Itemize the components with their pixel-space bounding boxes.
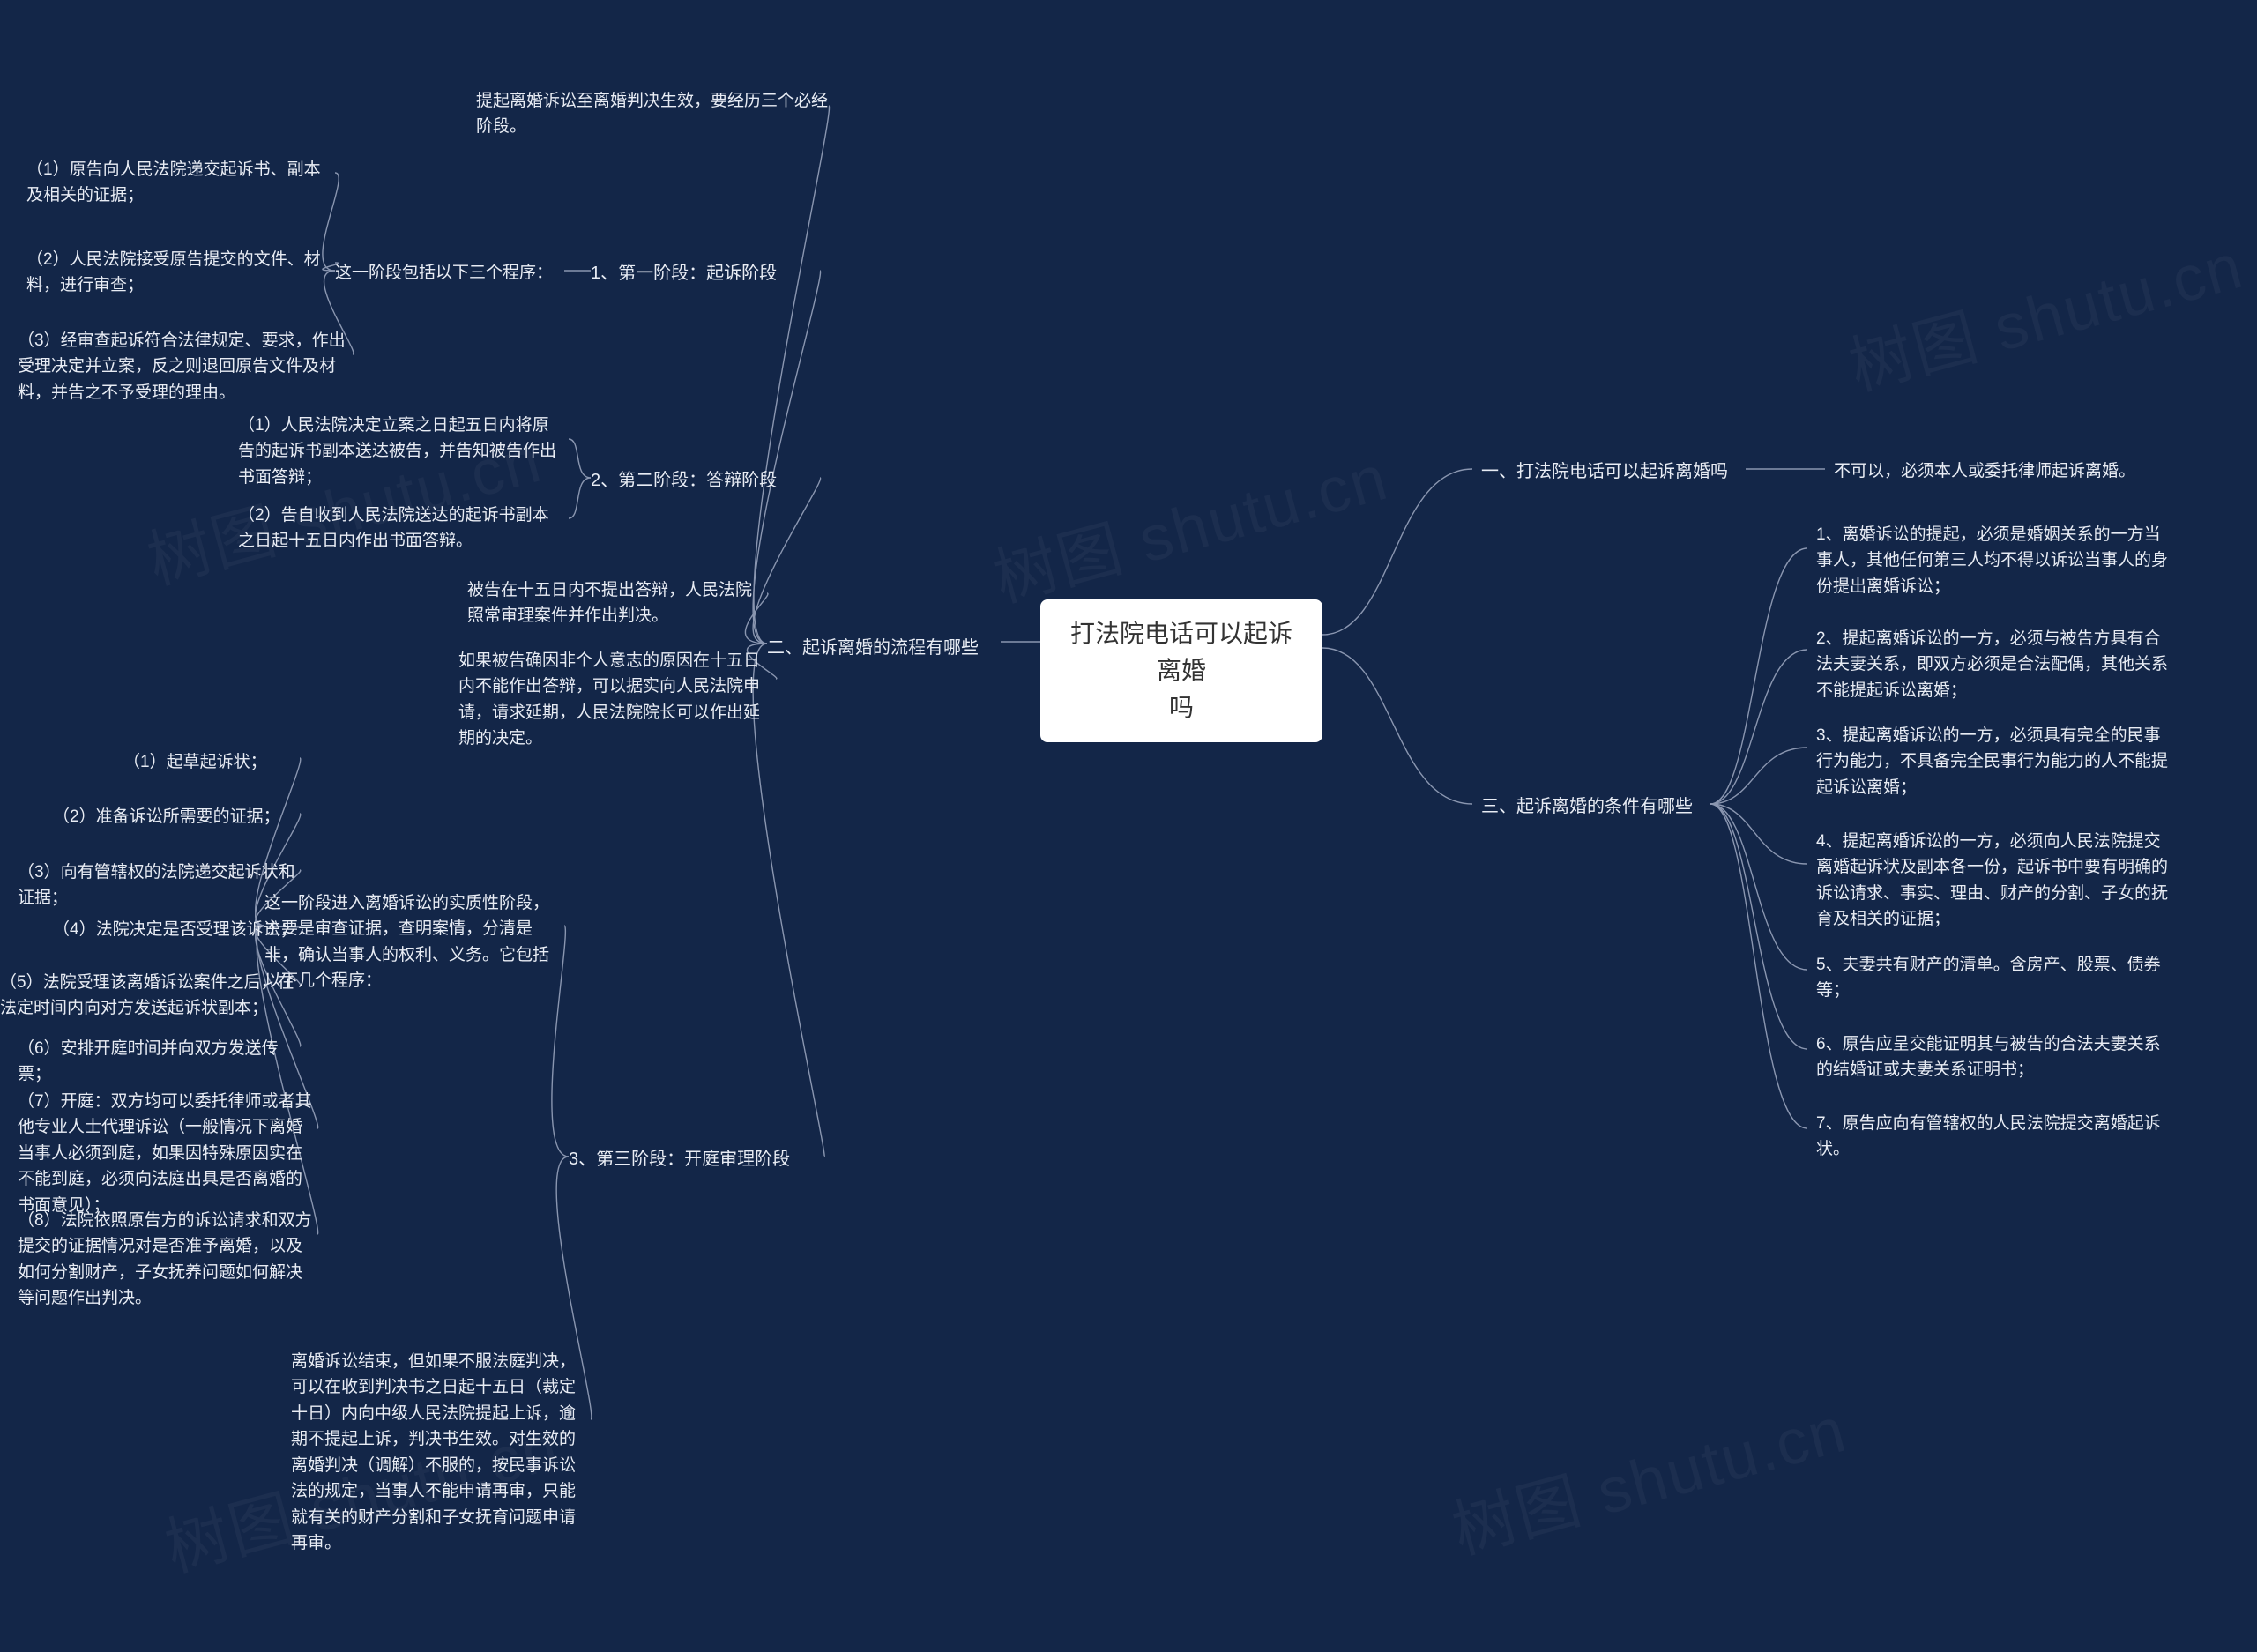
sec3-item: 1、离婚诉讼的提起，必须是婚姻关系的一方当事人，其他任何第三人均不得以诉讼当事人… <box>1816 522 2169 599</box>
sec3-item: 2、提起离婚诉讼的一方，必须与被告方具有合法夫妻关系，即双方必须是合法配偶，其他… <box>1816 626 2169 703</box>
sec3-item: 3、提起离婚诉讼的一方，必须具有完全的民事行为能力，不具备完全民事行为能力的人不… <box>1816 723 2169 800</box>
sec1-answer: 不可以，必须本人或委托律师起诉离婚。 <box>1834 458 2213 484</box>
root-line2: 吗 <box>1169 694 1194 721</box>
stage1-subtitle: 这一阶段包括以下三个程序： <box>335 260 564 286</box>
sec3-item: 6、原告应呈交能证明其与被告的合法夫妻关系的结婚证或夫妻关系证明书； <box>1816 1031 2169 1083</box>
root-line1: 打法院电话可以起诉离婚 <box>1070 620 1292 684</box>
stage1-leaf: （1）原告向人民法院递交起诉书、副本及相关的证据； <box>26 157 335 209</box>
sec2-title: 二、起诉离婚的流程有哪些 <box>767 635 979 662</box>
stage-intro: 提起离婚诉讼至离婚判决生效，要经历三个必经阶段。 <box>476 88 829 140</box>
stage1-leaf: （3）经审查起诉符合法律规定、要求，作出受理决定并立案，反之则退回原告文件及材料… <box>18 328 353 406</box>
stage2-leaf: （2）告自收到人民法院送达的起诉书副本之日起十五日内作出书面答辩。 <box>238 502 564 554</box>
stage3-leaf: （4）法院决定是否受理该诉讼； <box>53 917 300 942</box>
watermark: 树图 shutu.cn <box>982 425 1397 619</box>
sec3-item: 4、提起离婚诉讼的一方，必须向人民法院提交离婚起诉状及副本各一份，起诉书中要有明… <box>1816 829 2169 933</box>
stage1-title: 1、第一阶段：起诉阶段 <box>591 260 777 287</box>
stage3-leaf: （7）开庭：双方均可以委托律师或者其他专业人士代理诉讼（一般情况下离婚当事人必须… <box>18 1089 317 1218</box>
stage2-leaf: （1）人民法院决定立案之日起五日内将原告的起诉书副本送达被告，并告知被告作出书面… <box>238 413 564 490</box>
stage3-leaf: （5）法院受理该离婚诉讼案件之后，在法定时间内向对方发送起诉状副本； <box>0 970 300 1022</box>
stage3-leaf: （1）起草起诉状； <box>123 749 300 775</box>
stage3-title: 3、第三阶段：开庭审理阶段 <box>569 1146 790 1173</box>
root-node: 打法院电话可以起诉离婚 吗 <box>1040 599 1322 742</box>
stage3-leaf: （3）向有管辖权的法院递交起诉状和证据； <box>18 859 300 912</box>
stage1-leaf: （2）人民法院接受原告提交的文件、材料，进行审查； <box>26 247 335 299</box>
sec3-title: 三、起诉离婚的条件有哪些 <box>1481 793 1693 821</box>
watermark: 树图 shutu.cn <box>1837 213 2252 407</box>
stage3-tail: 离婚诉讼结束，但如果不服法庭判决，可以在收到判决书之日起十五日（裁定十日）内向中… <box>291 1349 591 1557</box>
stage3-leaf: （8）法院依照原告方的诉讼请求和双方提交的证据情况对是否准予离婚，以及如何分割财… <box>18 1208 317 1312</box>
sec3-item: 5、夫妻共有财产的清单。含房产、股票、债券等； <box>1816 952 2169 1004</box>
stage2-title: 2、第二阶段：答辩阶段 <box>591 467 777 495</box>
sec1-title: 一、打法院电话可以起诉离婚吗 <box>1481 458 1728 486</box>
stage3-leaf: （2）准备诉讼所需要的证据； <box>53 804 300 830</box>
watermark: 树图 shutu.cn <box>1441 1377 1855 1571</box>
sec3-item: 7、原告应向有管辖权的人民法院提交离婚起诉状。 <box>1816 1111 2169 1163</box>
stage3-subtitle: 这一阶段进入离婚诉讼的实质性阶段，主要是审查证据，查明案情，分清是非，确认当事人… <box>264 890 564 994</box>
stage3-leaf: （6）安排开庭时间并向双方发送传票； <box>18 1036 300 1088</box>
stage2-note2: 如果被告确因非个人意志的原因在十五日内不能作出答辩，可以据实向人民法院申请，请求… <box>458 648 776 752</box>
stage2-note1: 被告在十五日内不提出答辩，人民法院照常审理案件并作出判决。 <box>467 577 767 629</box>
